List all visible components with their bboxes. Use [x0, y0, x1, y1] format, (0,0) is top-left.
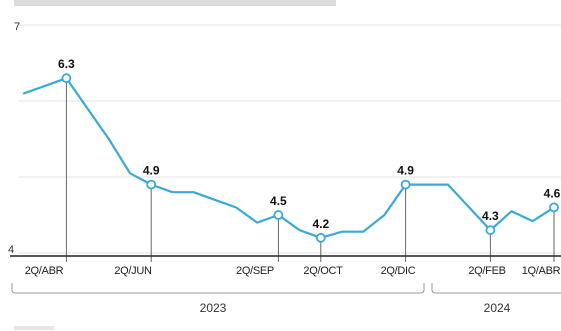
header-bar-placeholder: [14, 0, 336, 6]
year-label-2024: 2024: [484, 301, 511, 315]
year-bracket-2024: [431, 283, 561, 294]
data-point-marker: [146, 179, 157, 190]
gridlines: [18, 24, 561, 254]
data-labels: 6.3 4.9 4.5 4.2 4.9 4.3 4.6: [58, 57, 561, 231]
data-point-marker: [273, 210, 284, 220]
y-tick-label: 4: [8, 244, 14, 256]
footer-bar-placeholder: [14, 326, 54, 330]
data-point-marker: [400, 179, 411, 190]
data-label: 4.2: [312, 217, 329, 231]
x-tick-labels: 2Q/ABR 2Q/JUN 2Q/SEP 2Q/OCT 2Q/DIC 2Q/FE…: [25, 265, 561, 277]
year-bracket-2023: [11, 283, 425, 294]
x-tick-label: 2Q/DIC: [381, 265, 416, 277]
data-point-marker: [485, 225, 496, 236]
drop-lines: [65, 78, 555, 262]
data-point-marker: [61, 73, 72, 84]
data-label: 6.3: [58, 57, 75, 71]
data-label: 4.5: [270, 194, 287, 208]
y-tick-label: 7: [14, 21, 20, 33]
x-tick-label: 2Q/SEP: [236, 265, 274, 277]
series-line: [22, 77, 556, 239]
data-label: 4.3: [482, 209, 499, 223]
year-label-2023: 2023: [200, 301, 227, 315]
x-tick-label: 2Q/OCT: [303, 265, 343, 277]
data-label: 4.9: [143, 164, 160, 178]
data-point-marker: [315, 232, 326, 243]
x-tick-label: 2Q/ABR: [25, 265, 64, 277]
x-tick-label: 2Q/FEB: [468, 265, 505, 277]
data-label: 4.6: [544, 186, 561, 200]
x-tick-label: 2Q/JUN: [114, 265, 152, 277]
data-point-marker: [549, 202, 559, 213]
data-label: 4.9: [397, 164, 414, 178]
x-tick-label: 1Q/ABR: [522, 265, 561, 277]
point-markers: [61, 73, 559, 243]
